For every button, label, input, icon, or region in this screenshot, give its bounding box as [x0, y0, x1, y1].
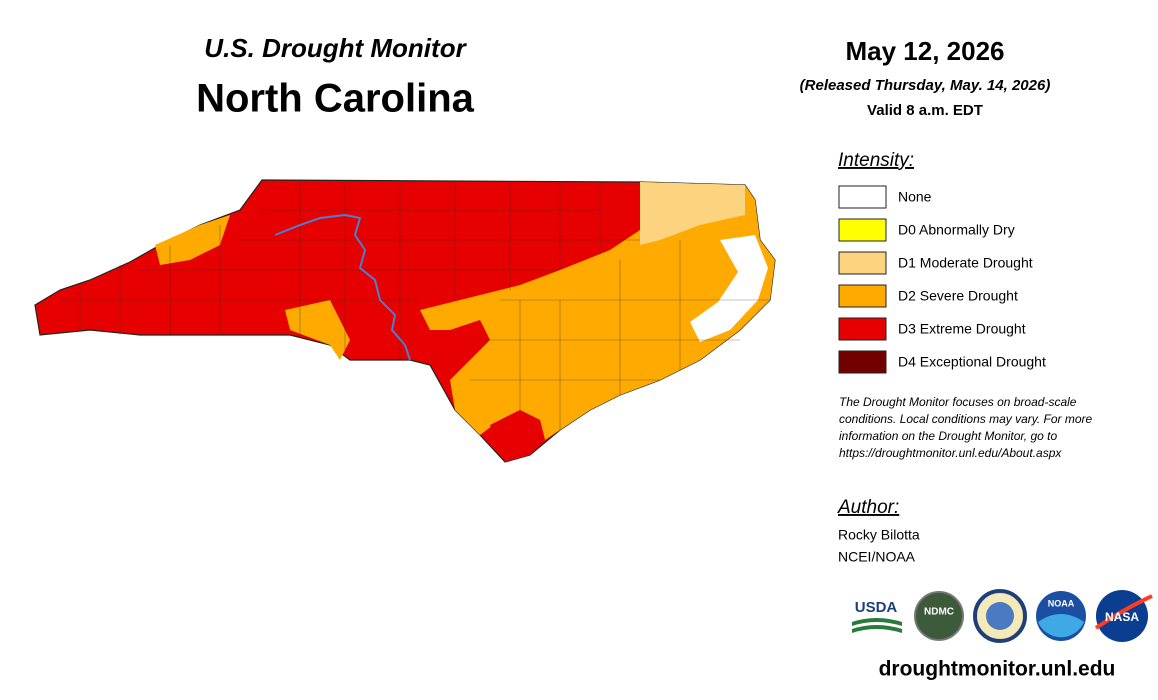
release-date: (Released Thursday, May. 14, 2026) [800, 77, 1051, 94]
drought-region [285, 300, 350, 360]
usda-swoosh [852, 618, 902, 633]
title: North Carolina [196, 77, 475, 121]
drought-region [420, 182, 775, 440]
usda-text: USDA [855, 599, 898, 616]
valid-time: Valid 8 a.m. EDT [867, 102, 983, 119]
note-line: information on the Drought Monitor, go t… [839, 429, 1057, 443]
legend-label: D3 Extreme Drought [898, 321, 1026, 337]
commerce-seal [986, 602, 1014, 630]
ndmc-logo [914, 591, 964, 641]
legend-swatch [838, 218, 887, 242]
legend-label: D2 Severe Drought [898, 288, 1018, 304]
note: The Drought Monitor focuses on broad-sca… [839, 395, 1093, 460]
sound-water [690, 235, 768, 342]
noaa-text: NOAA [1048, 598, 1075, 608]
subtitle: U.S. Drought Monitor [204, 33, 467, 63]
legend-label: D1 Moderate Drought [898, 255, 1033, 271]
note-line: The Drought Monitor focuses on broad-sca… [839, 395, 1077, 409]
author-name: Rocky Bilotta [838, 527, 920, 543]
author-title: Author: [837, 497, 899, 518]
divide-line [274, 213, 411, 361]
map [34, 179, 776, 463]
date: May 12, 2026 [845, 36, 1004, 66]
noaa-wave [1038, 614, 1084, 638]
note-line: https://droughtmonitor.unl.edu/About.asp… [839, 446, 1062, 460]
legend: None D0 Abnormally Dry D1 Moderate Drought… [838, 185, 1046, 374]
legend-label: D0 Abnormally Dry [898, 222, 1015, 238]
legend-swatch [838, 185, 887, 209]
legend-label: D4 Exceptional Drought [898, 354, 1046, 370]
county-lines [60, 182, 770, 430]
author-org: NCEI/NOAA [838, 549, 916, 565]
legend-swatch [838, 350, 887, 374]
nasa-text: NASA [1105, 610, 1139, 624]
legend-swatch [838, 284, 887, 308]
nasa-vector [1094, 594, 1153, 630]
legend-label: None [898, 189, 932, 205]
drought-region [490, 410, 545, 462]
drought-region [155, 215, 230, 265]
legend-swatch [838, 251, 887, 275]
logos: USDA NDMC NOAA NASA [850, 589, 1153, 643]
legend-swatch [838, 317, 887, 341]
website-link: droughtmonitor.unl.edu [879, 658, 1116, 681]
drought-region [640, 182, 745, 245]
legend-title: Intensity: [838, 150, 914, 171]
ndmc-text: NDMC [924, 607, 954, 618]
note-line: conditions. Local conditions may vary. F… [839, 412, 1093, 426]
